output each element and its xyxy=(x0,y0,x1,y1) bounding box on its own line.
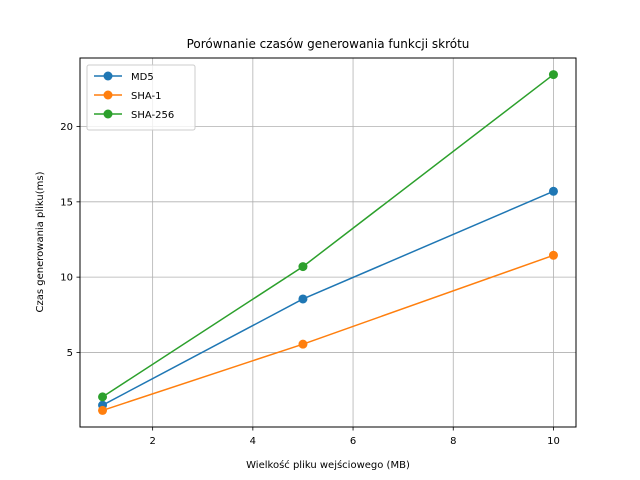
legend-marker xyxy=(103,71,113,81)
y-tick-label: 20 xyxy=(60,122,73,133)
series-layer xyxy=(98,70,558,415)
legend-label: SHA-256 xyxy=(131,110,174,121)
x-axis: 2 4 6 8 10 xyxy=(149,427,560,447)
x-tick-label: 8 xyxy=(450,436,456,447)
legend-marker xyxy=(103,109,113,119)
y-tick-label: 15 xyxy=(60,197,73,208)
series-md5 xyxy=(98,186,558,410)
data-point xyxy=(98,392,108,402)
data-point xyxy=(548,186,558,196)
legend-label: SHA-1 xyxy=(131,91,161,102)
data-point xyxy=(298,339,308,349)
data-point xyxy=(98,405,108,415)
plot-area xyxy=(79,57,577,428)
data-point xyxy=(298,294,308,304)
x-axis-label: Wielkość pliku wejściowego (MB) xyxy=(246,459,410,471)
x-tick-label: 10 xyxy=(547,436,560,447)
data-point xyxy=(298,262,308,272)
series-sha-1 xyxy=(98,250,558,415)
data-point xyxy=(548,70,558,80)
y-tick-label: 5 xyxy=(67,348,73,359)
chart-title: Porównanie czasów generowania funkcji sk… xyxy=(187,37,470,51)
y-axis: 5 10 15 20 xyxy=(60,122,80,359)
legend: MD5 SHA-1 SHA-256 xyxy=(86,64,196,131)
x-tick-label: 6 xyxy=(350,436,356,447)
legend-item: SHA-1 xyxy=(94,90,161,102)
legend-item: SHA-256 xyxy=(94,109,174,121)
data-point xyxy=(548,250,558,260)
y-tick-label: 10 xyxy=(60,273,73,284)
x-tick-label: 2 xyxy=(149,436,155,447)
y-axis-label: Czas generowania pliku(ms) xyxy=(35,171,46,312)
legend-marker xyxy=(103,90,113,100)
x-tick-label: 4 xyxy=(250,436,256,447)
legend-label: MD5 xyxy=(131,72,154,83)
legend-item: MD5 xyxy=(94,71,154,83)
series-sha-256 xyxy=(98,70,558,402)
